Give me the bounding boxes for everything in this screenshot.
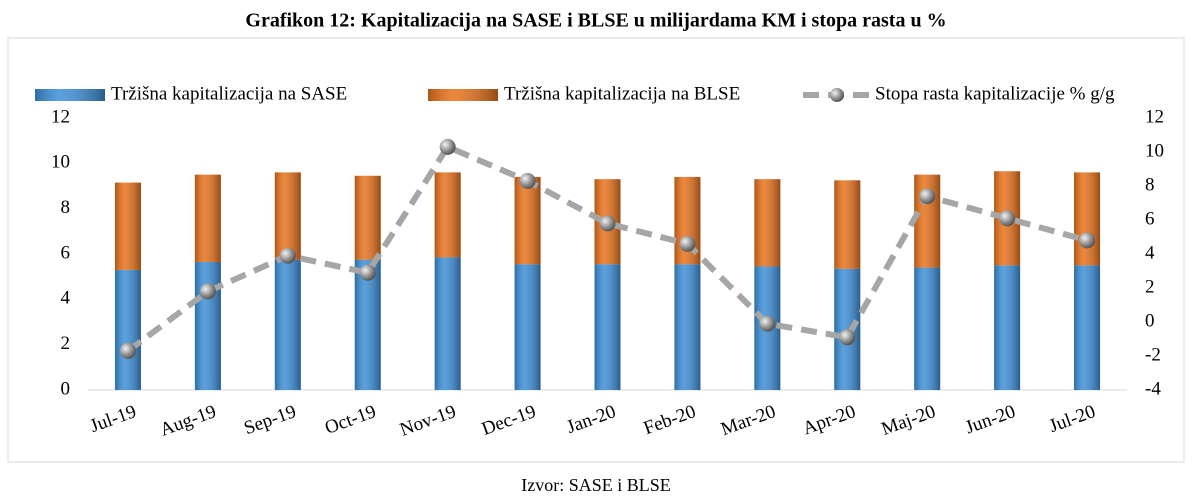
bar-shade <box>274 259 301 390</box>
bar-shade <box>114 269 141 390</box>
legend-label: Stopa rasta kapitalizacije % g/g <box>875 83 1115 104</box>
bar-shade <box>834 180 861 269</box>
bar-shade <box>754 179 781 267</box>
line-marker <box>839 329 856 346</box>
y2-tick-label: 4 <box>1145 242 1155 263</box>
y-tick-label: 8 <box>61 197 71 218</box>
legend-swatch-shade <box>428 89 498 101</box>
y-tick-label: 10 <box>51 152 70 173</box>
bar-shade <box>194 261 221 390</box>
line-marker <box>759 315 776 332</box>
bar-shade <box>674 264 701 390</box>
chart-frame <box>7 37 1185 463</box>
bar-shade <box>1074 172 1101 266</box>
x-tick-label: Mar-20 <box>718 401 778 440</box>
source-note: Izvor: SASE i BLSE <box>521 475 671 495</box>
line-marker <box>1079 232 1096 249</box>
bar-shade <box>114 182 141 270</box>
bar-shade <box>594 264 621 390</box>
bar-shade <box>1074 265 1101 390</box>
legend-marker <box>830 88 844 102</box>
line-marker <box>679 235 696 252</box>
bar-shade <box>194 174 221 262</box>
y-tick-label: 12 <box>51 106 70 127</box>
y2-tick-label: 8 <box>1145 174 1155 195</box>
x-tick-label: Oct-19 <box>322 401 379 439</box>
bar-shade <box>514 176 541 265</box>
y2-tick-label: 10 <box>1145 140 1164 161</box>
x-tick-label: Nov-19 <box>397 401 459 441</box>
bar-shade <box>354 175 381 260</box>
x-tick-label: Aug-19 <box>157 401 219 441</box>
bar-shade <box>914 267 941 390</box>
bar-shade <box>514 264 541 390</box>
bar-shade <box>994 265 1021 390</box>
bar-shade <box>354 259 381 390</box>
y2-tick-label: 12 <box>1145 106 1164 127</box>
x-tick-label: Dec-19 <box>479 401 539 440</box>
bar-shade <box>434 257 461 390</box>
x-tick-label: Maj-20 <box>879 401 939 440</box>
y-tick-label: 2 <box>61 333 71 354</box>
y-tick-label: 4 <box>61 288 71 309</box>
y2-tick-label: -4 <box>1145 378 1161 399</box>
chart-title: Grafikon 12: Kapitalizacija na SASE i BL… <box>245 10 946 32</box>
line-marker <box>519 172 536 189</box>
y2-tick-label: 0 <box>1145 310 1155 331</box>
x-tick-label: Jan-20 <box>564 401 619 438</box>
line-marker <box>599 215 616 232</box>
x-tick-label: Apr-20 <box>800 401 858 439</box>
legend-label: Tržišna kapitalizacija na BLSE <box>504 83 740 104</box>
x-tick-label: Feb-20 <box>641 401 699 439</box>
y2-tick-label: 2 <box>1145 276 1155 297</box>
line-marker <box>439 138 456 155</box>
legend-swatch-shade <box>35 89 105 101</box>
bar-shade <box>274 172 301 260</box>
y-tick-label: 6 <box>61 242 71 263</box>
x-tick-label: Sep-19 <box>241 401 299 439</box>
x-tick-label: Jul-19 <box>87 401 139 437</box>
legend-label: Tržišna kapitalizacija na SASE <box>111 83 347 104</box>
line-marker <box>919 188 936 205</box>
x-tick-label: Jun-20 <box>963 401 1019 438</box>
y2-tick-label: -2 <box>1145 344 1161 365</box>
line-marker <box>279 247 296 264</box>
line-marker <box>119 342 136 359</box>
y-tick-label: 0 <box>61 378 71 399</box>
line-marker <box>359 264 376 281</box>
line-marker <box>199 283 216 300</box>
line-marker <box>999 210 1016 227</box>
bar-shade <box>434 172 461 258</box>
x-tick-label: Jul-20 <box>1046 401 1098 437</box>
y2-tick-label: 6 <box>1145 208 1155 229</box>
